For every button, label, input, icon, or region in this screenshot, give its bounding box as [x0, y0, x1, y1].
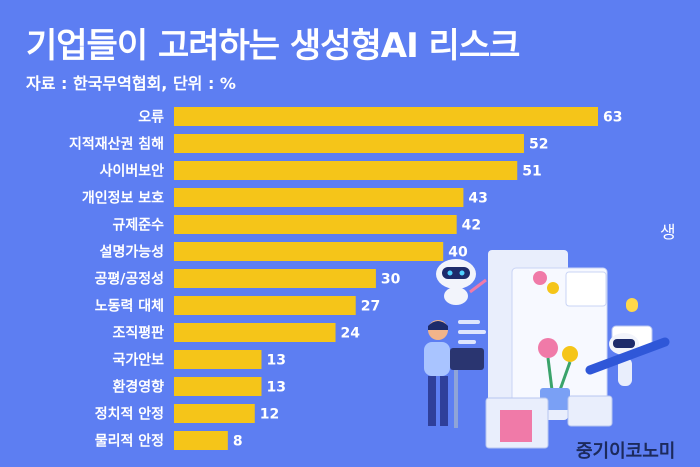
category-label: 오류 — [138, 110, 164, 126]
bar — [174, 404, 255, 423]
chart-title: 기업들이 고려하는 생성형AI 리스크 — [26, 26, 520, 66]
code-line — [458, 330, 486, 334]
bar — [174, 431, 228, 450]
flower-icon — [538, 338, 558, 358]
source-note: 자료 : 한국무역협회, 단위 : % — [26, 74, 236, 93]
value-label: 42 — [462, 218, 481, 234]
category-label: 규제준수 — [112, 218, 164, 234]
value-label: 52 — [529, 137, 548, 153]
value-label: 27 — [361, 299, 380, 315]
value-label: 30 — [381, 272, 401, 288]
category-label: 노동력 대체 — [95, 299, 164, 315]
value-label: 8 — [233, 434, 243, 450]
value-label: 51 — [522, 164, 541, 180]
bar — [174, 296, 356, 315]
pink-square — [500, 410, 532, 442]
watermark-logo: 중기이코노미 — [576, 441, 676, 462]
category-label: 설명가능성 — [100, 244, 164, 261]
category-label: 정치적 안정 — [95, 406, 164, 423]
bar — [174, 107, 598, 126]
robot-right — [609, 333, 639, 386]
mini-card — [565, 271, 607, 307]
bar — [174, 215, 457, 234]
category-label: 공평/공정성 — [94, 271, 164, 288]
ai-illustration — [424, 250, 670, 449]
robot-left — [436, 259, 487, 305]
code-line — [458, 340, 476, 344]
value-label: 40 — [448, 245, 468, 261]
value-label: 13 — [266, 380, 285, 396]
category-label: 사이버보안 — [100, 163, 165, 180]
bar — [174, 134, 524, 153]
category-label: 국가안보 — [112, 352, 164, 369]
cropped-side-text: 생 — [660, 223, 676, 243]
value-label: 43 — [468, 191, 487, 207]
flower-icon — [533, 271, 547, 285]
category-label: 조직평판 — [112, 325, 164, 342]
code-line — [458, 320, 480, 324]
bar — [174, 188, 464, 207]
pen-icon — [585, 337, 670, 375]
category-label: 환경영향 — [112, 379, 164, 396]
bar — [174, 161, 518, 180]
person-figure — [424, 320, 484, 428]
category-label: 물리적 안정 — [95, 433, 164, 450]
bar — [174, 350, 262, 369]
bar — [174, 323, 336, 342]
window-panel — [567, 395, 613, 427]
value-label: 13 — [266, 353, 285, 369]
flower-icon — [562, 346, 578, 362]
stem — [546, 357, 572, 391]
value-label: 24 — [341, 326, 361, 342]
value-label: 63 — [603, 110, 622, 126]
flower-icon — [547, 282, 559, 294]
value-label: 12 — [260, 407, 279, 423]
category-label: 개인정보 보호 — [82, 190, 164, 207]
bar — [174, 377, 262, 396]
bar — [174, 269, 376, 288]
lightbulb-icon — [626, 298, 638, 312]
category-label: 지적재산권 침해 — [69, 136, 164, 153]
bar — [174, 242, 444, 261]
